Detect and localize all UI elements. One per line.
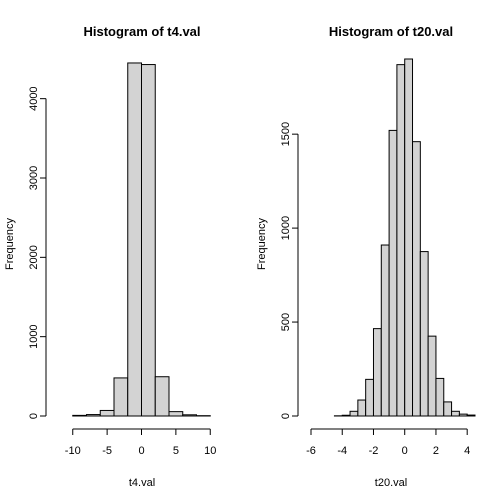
histogram-bar xyxy=(155,377,169,416)
histogram-bar xyxy=(342,415,350,416)
x-axis-label: t20.val xyxy=(375,477,407,489)
histogram-bar xyxy=(397,65,405,416)
bar-group xyxy=(334,59,475,416)
bar-group xyxy=(73,63,211,416)
histogram-bar xyxy=(142,65,156,416)
y-tick-label: 1000 xyxy=(28,324,40,348)
histogram-bar xyxy=(169,412,183,416)
x-axis: -6 -4 -2 0 2 4 xyxy=(306,429,470,457)
y-axis-label: Frequency xyxy=(4,218,16,270)
x-tick-label: -10 xyxy=(65,445,81,457)
histogram-bar xyxy=(444,402,452,416)
histogram-bar xyxy=(420,252,428,416)
histogram-bar xyxy=(405,59,413,416)
histogram-bar xyxy=(373,329,381,416)
y-axis: 0 500 1000 1500 xyxy=(280,122,298,419)
histogram-bar xyxy=(428,336,436,416)
y-tick-label: 1500 xyxy=(280,122,292,146)
histogram-bar xyxy=(366,379,374,416)
y-axis-label: Frequency xyxy=(256,218,268,270)
x-axis-label: t4.val xyxy=(129,477,155,489)
histogram-bar xyxy=(436,378,444,416)
histogram-bar xyxy=(381,245,389,416)
histogram-bar xyxy=(452,411,460,416)
histogram-bar xyxy=(459,414,467,416)
histogram-bar xyxy=(114,378,128,416)
y-tick-label: 500 xyxy=(280,313,292,331)
y-tick-label: 1000 xyxy=(280,216,292,240)
histogram-bar xyxy=(87,415,101,416)
y-tick-label: 2000 xyxy=(28,245,40,269)
x-tick-label: 2 xyxy=(433,445,439,457)
x-tick-label: 5 xyxy=(173,445,179,457)
histogram-t4-panel: Histogram of t4.val t4.val Frequency -10… xyxy=(4,24,216,489)
y-axis: 0 1000 2000 3000 4000 xyxy=(28,86,46,419)
y-tick-label: 4000 xyxy=(28,86,40,110)
histogram-bar xyxy=(358,400,366,416)
histogram-bar xyxy=(413,142,421,416)
histogram-t20-panel: Histogram of t20.val t20.val Frequency -… xyxy=(256,24,475,489)
x-tick-label: 0 xyxy=(138,445,144,457)
histogram-bar xyxy=(389,130,397,416)
histogram-bar xyxy=(467,415,475,416)
x-tick-label: -6 xyxy=(306,445,316,457)
x-tick-label: -4 xyxy=(337,445,347,457)
chart-title: Histogram of t4.val xyxy=(83,24,200,39)
histogram-bar xyxy=(350,411,358,416)
histogram-bar xyxy=(100,410,114,416)
x-tick-label: -2 xyxy=(369,445,379,457)
y-tick-label: 0 xyxy=(28,413,40,419)
x-tick-label: -5 xyxy=(102,445,112,457)
histogram-bar xyxy=(73,415,87,416)
y-tick-label: 0 xyxy=(280,413,292,419)
x-tick-label: 4 xyxy=(464,445,470,457)
y-tick-label: 3000 xyxy=(28,166,40,190)
x-tick-label: 0 xyxy=(402,445,408,457)
histogram-bar xyxy=(183,415,197,416)
histogram-bar xyxy=(128,63,142,416)
chart-title: Histogram of t20.val xyxy=(329,24,453,39)
x-axis: -10 -5 0 5 10 xyxy=(65,429,217,457)
x-tick-label: 10 xyxy=(204,445,216,457)
